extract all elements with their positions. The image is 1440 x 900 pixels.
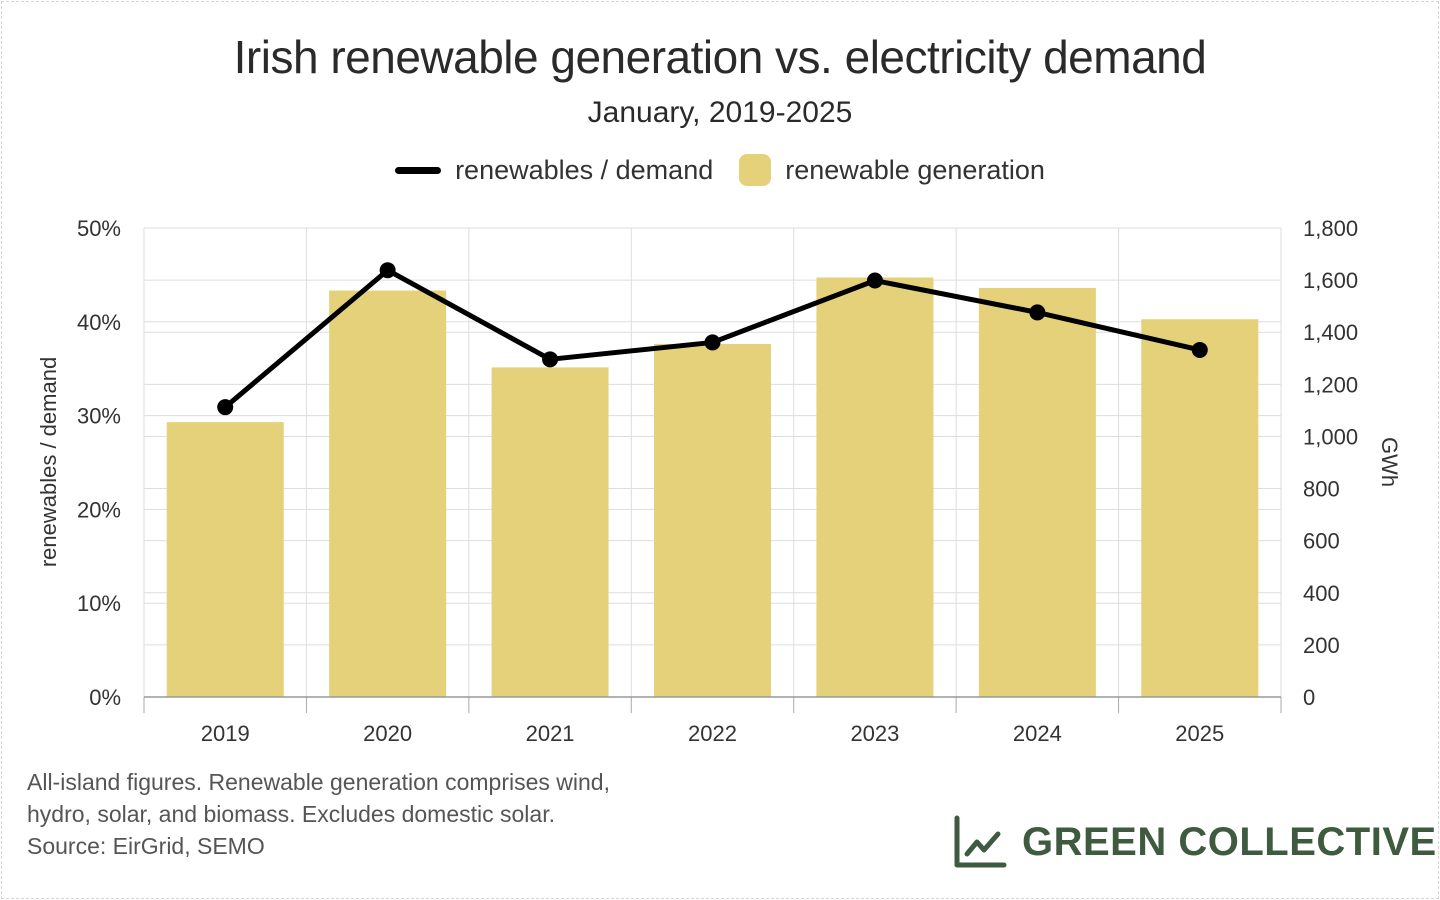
- left-tick-label: 40%: [77, 310, 121, 335]
- chart-title: Irish renewable generation vs. electrici…: [233, 31, 1207, 83]
- legend-line-swatch: [395, 166, 442, 174]
- x-tick-label-2021: 2021: [526, 721, 575, 746]
- bar-2023: [816, 277, 934, 697]
- bar-2020: [329, 290, 447, 697]
- x-tick-label-2024: 2024: [1013, 721, 1062, 746]
- line-series: [217, 262, 1208, 416]
- chart-subtitle: January, 2019-2025: [587, 96, 853, 129]
- left-tick-label: 30%: [77, 404, 121, 429]
- x-tick-label-2025: 2025: [1175, 721, 1224, 746]
- right-tick-label: 1,400: [1303, 320, 1358, 345]
- bar-2024: [978, 287, 1096, 697]
- legend-label-ratio: renewables / demand: [455, 154, 714, 185]
- right-tick-label: 800: [1303, 477, 1340, 502]
- line-point-2024: [1029, 304, 1046, 321]
- line-point-2019: [217, 399, 234, 416]
- left-tick-label: 0%: [89, 685, 121, 710]
- right-tick-label: 1,800: [1303, 216, 1358, 241]
- line-chart-icon: [954, 815, 1007, 868]
- right-tick-label: 200: [1303, 633, 1340, 658]
- right-axis-title: GWh: [1377, 437, 1402, 487]
- footnote-line-2: hydro, solar, and biomass. Excludes dome…: [27, 801, 555, 827]
- bar-2022: [654, 343, 771, 697]
- brand-name: GREEN COLLECTIVE: [1022, 819, 1437, 864]
- left-axis-title: renewables / demand: [36, 357, 61, 567]
- legend-label-generation: renewable generation: [785, 154, 1045, 185]
- bar-2019: [166, 422, 284, 697]
- footnote-line-3: Source: EirGrid, SEMO: [27, 833, 265, 859]
- legend-item-generation[interactable]: renewable generation: [739, 154, 1045, 186]
- left-tick-label: 10%: [77, 591, 121, 616]
- axes: 0% 10% 20% 30% 40% 50% 0 200 400 600 800 1,000 1,200…: [77, 216, 1358, 746]
- footnote: All-island figures. Renewable generation…: [27, 766, 747, 862]
- right-tick-label: 1,200: [1303, 372, 1358, 397]
- x-tick-label-2020: 2020: [363, 721, 412, 746]
- bar-2021: [491, 367, 609, 697]
- legend: renewables / demand renewable generation: [0, 154, 1440, 186]
- left-tick-label: 20%: [77, 497, 121, 522]
- right-tick-label: 1,600: [1303, 268, 1358, 293]
- right-tick-label: 1,000: [1303, 424, 1358, 449]
- right-tick-label: 0: [1303, 685, 1315, 710]
- left-tick-label: 50%: [77, 216, 121, 241]
- brand-logo: GREEN COLLECTIVE: [952, 812, 1437, 872]
- legend-item-ratio[interactable]: renewables / demand: [395, 155, 713, 186]
- legend-bar-swatch: [739, 154, 772, 186]
- right-tick-label: 600: [1303, 529, 1340, 554]
- right-tick-label: 400: [1303, 581, 1340, 606]
- line-point-2025: [1191, 341, 1208, 358]
- x-tick-label-2022: 2022: [688, 721, 737, 746]
- footnote-line-1: All-island figures. Renewable generation…: [27, 769, 610, 795]
- line-point-2023: [866, 272, 883, 289]
- x-tick-label-2023: 2023: [850, 721, 899, 746]
- line-point-2021: [542, 351, 559, 368]
- bar-2025: [1141, 319, 1259, 697]
- x-tick-label-2019: 2019: [201, 721, 250, 746]
- line-point-2022: [704, 334, 721, 351]
- line-point-2020: [379, 262, 396, 279]
- bar-series: [166, 277, 1259, 697]
